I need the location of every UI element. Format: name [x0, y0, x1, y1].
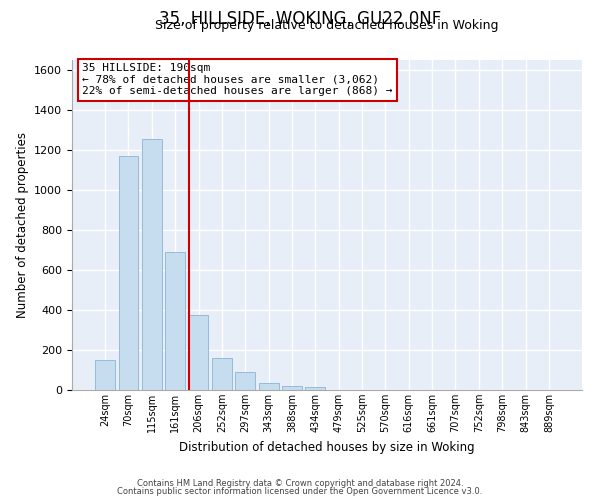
Bar	[95, 360, 115, 390]
Text: 35 HILLSIDE: 190sqm
← 78% of detached houses are smaller (3,062)
22% of semi-det: 35 HILLSIDE: 190sqm ← 78% of detached ho…	[82, 64, 392, 96]
Text: Contains HM Land Registry data © Crown copyright and database right 2024.: Contains HM Land Registry data © Crown c…	[137, 478, 463, 488]
Bar	[142, 139, 162, 390]
Y-axis label: Number of detached properties: Number of detached properties	[16, 132, 29, 318]
Text: 35, HILLSIDE, WOKING, GU22 0NF: 35, HILLSIDE, WOKING, GU22 0NF	[159, 10, 441, 28]
Bar	[212, 358, 232, 390]
Bar	[259, 383, 278, 390]
Bar	[119, 156, 139, 390]
Bar	[305, 388, 325, 390]
Bar	[282, 386, 302, 390]
Title: Size of property relative to detached houses in Woking: Size of property relative to detached ho…	[155, 20, 499, 32]
X-axis label: Distribution of detached houses by size in Woking: Distribution of detached houses by size …	[179, 440, 475, 454]
Text: Contains public sector information licensed under the Open Government Licence v3: Contains public sector information licen…	[118, 487, 482, 496]
Bar	[188, 315, 208, 390]
Bar	[165, 252, 185, 390]
Bar	[235, 372, 255, 390]
